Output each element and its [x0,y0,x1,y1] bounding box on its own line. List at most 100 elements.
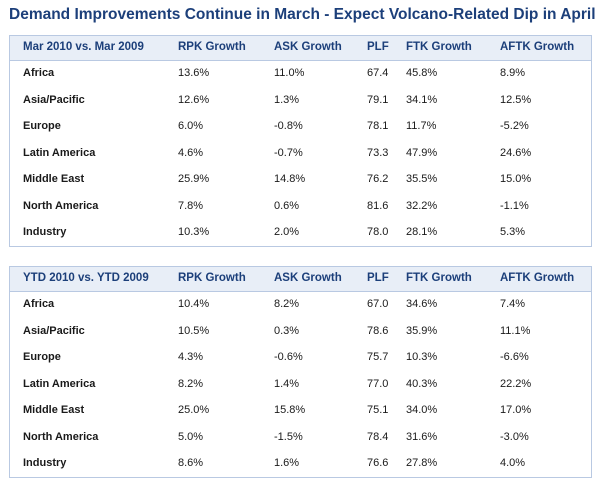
header-aftk-growth: AFTK Growth [500,272,575,284]
table-row: Africa 10.4% 8.2% 67.0 34.6% 7.4% [10,292,591,318]
ftk-cell: 34.0% [406,404,438,416]
aftk-cell: 4.0% [500,457,526,469]
aftk-cell: 22.2% [500,378,532,390]
plf-cell: 67.4 [367,67,389,79]
aftk-cell: 24.6% [500,147,532,159]
ask-cell: 2.0% [274,226,300,238]
ask-cell: -0.7% [274,147,303,159]
aftk-cell: -3.0% [500,431,529,443]
page-title: Demand Improvements Continue in March - … [9,6,596,23]
ftk-cell: 31.6% [406,431,438,443]
ftk-cell: 28.1% [406,226,438,238]
aftk-cell: 7.4% [500,298,526,310]
header-period: Mar 2010 vs. Mar 2009 [23,41,144,53]
ftk-cell: 47.9% [406,147,438,159]
plf-cell: 75.1 [367,404,389,416]
aftk-cell: 8.9% [500,67,526,79]
region-cell: Latin America [23,378,96,390]
rpk-cell: 7.8% [178,200,204,212]
plf-cell: 76.2 [367,173,389,185]
ask-cell: -0.6% [274,351,303,363]
ask-cell: 1.3% [274,94,300,106]
header-plf: PLF [367,41,389,53]
plf-cell: 76.6 [367,457,389,469]
rpk-cell: 10.4% [178,298,210,310]
ftk-cell: 27.8% [406,457,438,469]
region-cell: Africa [23,67,55,79]
plf-cell: 78.1 [367,120,389,132]
plf-cell: 67.0 [367,298,389,310]
aftk-cell: -6.6% [500,351,529,363]
ask-cell: 0.6% [274,200,300,212]
table-header-row: Mar 2010 vs. Mar 2009 RPK Growth ASK Gro… [10,36,591,61]
table-row: Latin America 4.6% -0.7% 73.3 47.9% 24.6… [10,141,591,167]
aftk-cell: -5.2% [500,120,529,132]
ask-cell: 15.8% [274,404,306,416]
plf-cell: 81.6 [367,200,389,212]
aftk-cell: -1.1% [500,200,529,212]
ask-cell: 0.3% [274,325,300,337]
ask-cell: 1.6% [274,457,300,469]
ftk-cell: 40.3% [406,378,438,390]
header-ftk-growth: FTK Growth [406,41,472,53]
region-cell: Asia/Pacific [23,94,85,106]
rpk-cell: 25.0% [178,404,210,416]
ask-cell: 11.0% [274,67,305,79]
header-rpk-growth: RPK Growth [178,41,246,53]
rpk-cell: 8.2% [178,378,204,390]
ftk-cell: 35.5% [406,173,438,185]
ask-cell: -1.5% [274,431,303,443]
ftk-cell: 35.9% [406,325,438,337]
region-cell: Middle East [23,404,85,416]
ftk-cell: 11.7% [406,120,437,132]
rpk-cell: 10.5% [178,325,210,337]
table-row: Africa 13.6% 11.0% 67.4 45.8% 8.9% [10,61,591,87]
ytd-growth-table: YTD 2010 vs. YTD 2009 RPK Growth ASK Gro… [9,266,592,478]
rpk-cell: 12.6% [178,94,210,106]
table-row: Asia/Pacific 12.6% 1.3% 79.1 34.1% 12.5% [10,88,591,114]
aftk-cell: 5.3% [500,226,526,238]
rpk-cell: 8.6% [178,457,204,469]
region-cell: Africa [23,298,55,310]
aftk-cell: 17.0% [500,404,532,416]
ftk-cell: 34.6% [406,298,438,310]
rpk-cell: 4.3% [178,351,204,363]
ask-cell: -0.8% [274,120,303,132]
table-row: Middle East 25.0% 15.8% 75.1 34.0% 17.0% [10,398,591,424]
plf-cell: 78.4 [367,431,389,443]
rpk-cell: 4.6% [178,147,204,159]
region-cell: Europe [23,351,61,363]
region-cell: North America [23,431,99,443]
region-cell: Middle East [23,173,85,185]
header-ask-growth: ASK Growth [274,41,342,53]
ask-cell: 8.2% [274,298,300,310]
table-header-row: YTD 2010 vs. YTD 2009 RPK Growth ASK Gro… [10,267,591,292]
monthly-growth-table: Mar 2010 vs. Mar 2009 RPK Growth ASK Gro… [9,35,592,247]
plf-cell: 75.7 [367,351,389,363]
table-row: Industry 8.6% 1.6% 76.6 27.8% 4.0% [10,451,591,477]
region-cell: Europe [23,120,61,132]
rpk-cell: 10.3% [178,226,210,238]
rpk-cell: 13.6% [178,67,210,79]
ftk-cell: 34.1% [406,94,438,106]
aftk-cell: 12.5% [500,94,532,106]
header-plf: PLF [367,272,389,284]
rpk-cell: 6.0% [178,120,204,132]
rpk-cell: 25.9% [178,173,210,185]
region-cell: North America [23,200,99,212]
region-cell: Industry [23,226,67,238]
region-cell: Asia/Pacific [23,325,85,337]
table-row: North America 7.8% 0.6% 81.6 32.2% -1.1% [10,194,591,220]
plf-cell: 78.6 [367,325,389,337]
ask-cell: 1.4% [274,378,300,390]
table-row: Asia/Pacific 10.5% 0.3% 78.6 35.9% 11.1% [10,319,591,345]
ask-cell: 14.8% [274,173,306,185]
table-row: Latin America 8.2% 1.4% 77.0 40.3% 22.2% [10,372,591,398]
header-period: YTD 2010 vs. YTD 2009 [23,272,149,284]
aftk-cell: 15.0% [500,173,532,185]
plf-cell: 77.0 [367,378,389,390]
region-cell: Industry [23,457,67,469]
table-row: Middle East 25.9% 14.8% 76.2 35.5% 15.0% [10,167,591,193]
aftk-cell: 11.1% [500,325,531,337]
table-row: North America 5.0% -1.5% 78.4 31.6% -3.0… [10,425,591,451]
